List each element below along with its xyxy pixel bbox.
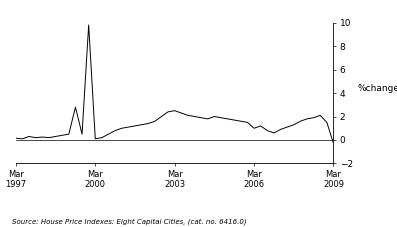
- Text: Source: House Price Indexes: Eight Capital Cities, (cat. no. 6416.0): Source: House Price Indexes: Eight Capit…: [12, 218, 247, 225]
- Y-axis label: %change: %change: [357, 84, 397, 93]
